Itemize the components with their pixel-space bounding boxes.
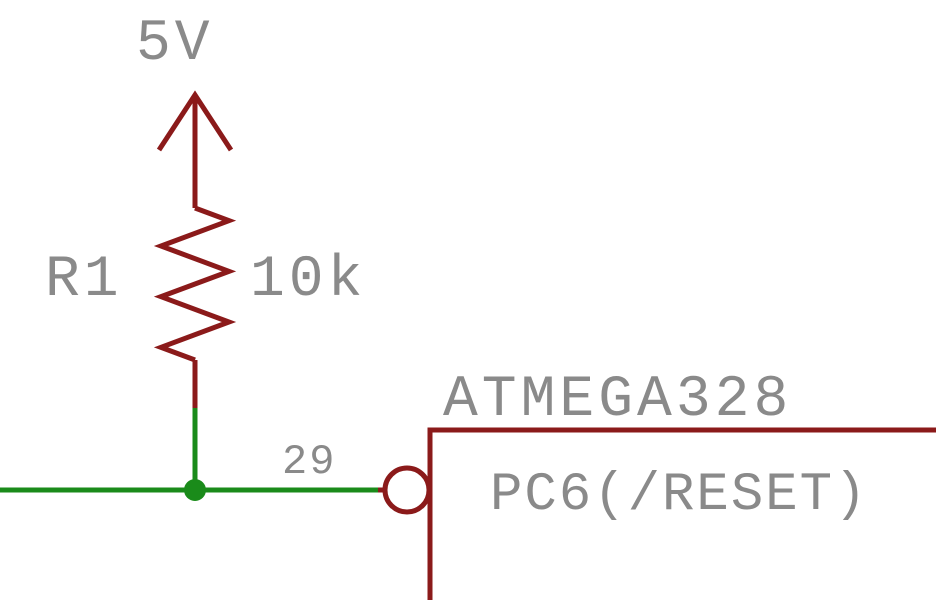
inversion-bubble-icon xyxy=(385,468,429,512)
pin-number-label: 29 xyxy=(282,438,336,486)
ic-name-label: ATMEGA328 xyxy=(443,368,792,433)
power-label: 5V xyxy=(136,12,214,77)
resistor-value-label: 10k xyxy=(250,248,366,313)
resistor-ref-label: R1 xyxy=(45,248,123,313)
pin-function-label: PC6(/RESET) xyxy=(490,465,868,526)
power-5v-symbol xyxy=(159,95,231,160)
resistor-r1 xyxy=(161,160,229,408)
